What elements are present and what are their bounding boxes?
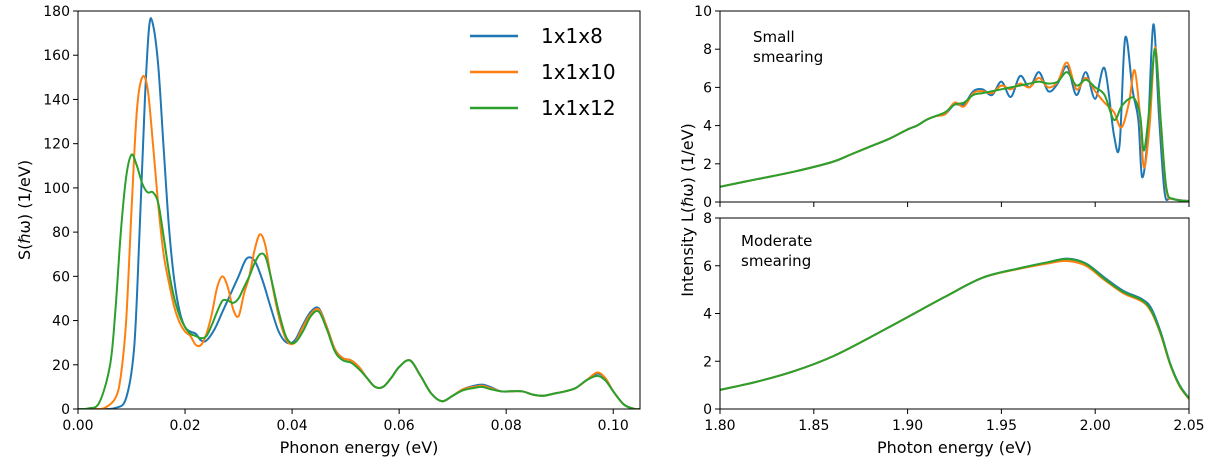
series-lines bbox=[720, 257, 1189, 400]
series-line-1x1x10 bbox=[720, 259, 1189, 400]
y-axis-label: S(ℏω) (1/eV) bbox=[15, 160, 34, 260]
small-smearing-panel: 0 2 4 6 8 10 Small smearing bbox=[694, 4, 1190, 211]
annotation-line: Small bbox=[753, 28, 795, 46]
y-tick-label: 6 bbox=[703, 80, 712, 96]
y-tick-label: 6 bbox=[703, 259, 712, 275]
phonon-spectral-panel: 0.00 0.02 0.04 0.06 0.08 0.10 0 20 40 60 80 100 120 1… bbox=[15, 4, 641, 457]
x-tick-label: 0.08 bbox=[491, 418, 522, 434]
series-line-1x1x8 bbox=[720, 257, 1189, 399]
series-line-1x1x10 bbox=[720, 46, 1189, 202]
x-axis-label: Phonon energy (eV) bbox=[280, 438, 439, 457]
y-tick-label: 4 bbox=[703, 119, 712, 135]
annotation-line: smearing bbox=[753, 48, 823, 66]
y-tick-label: 10 bbox=[694, 4, 712, 20]
axes-frame bbox=[719, 10, 1190, 203]
series-lines bbox=[78, 17, 640, 409]
series-line-1x1x12 bbox=[720, 258, 1189, 400]
x-tick-label: 1.90 bbox=[892, 418, 923, 434]
y-tick-label: 4 bbox=[703, 307, 712, 323]
panel-annotation: Moderate smearing bbox=[741, 232, 812, 270]
y-tick-label: 40 bbox=[52, 314, 70, 330]
y-tick-label: 2 bbox=[703, 157, 712, 173]
annotation-line: Moderate bbox=[741, 232, 812, 250]
y-tick-label: 140 bbox=[43, 92, 70, 108]
y-tick-label: 80 bbox=[52, 225, 70, 241]
x-tick-label: 1.85 bbox=[798, 418, 829, 434]
x-tick-label: 2.05 bbox=[1173, 418, 1204, 434]
y-tick-label: 8 bbox=[703, 42, 712, 58]
y-tick-label: 60 bbox=[52, 269, 70, 285]
y-tick-label: 180 bbox=[43, 4, 70, 20]
x-tick-label: 0.10 bbox=[598, 418, 629, 434]
y-tick-label: 2 bbox=[703, 354, 712, 370]
x-tick-label: 0.02 bbox=[169, 418, 200, 434]
x-tick-label: 0.00 bbox=[62, 418, 93, 434]
series-line-1x1x12 bbox=[720, 48, 1189, 202]
x-axis-label: Photon energy (eV) bbox=[877, 438, 1032, 457]
legend-label: 1x1x10 bbox=[541, 60, 616, 84]
y-tick-label: 120 bbox=[43, 137, 70, 153]
y-tick-label: 20 bbox=[52, 358, 70, 374]
x-tick-label: 1.95 bbox=[986, 418, 1017, 434]
series-line-1x1x12 bbox=[78, 153, 640, 409]
axes-frame bbox=[77, 10, 641, 410]
series-lines bbox=[720, 23, 1189, 202]
y-tick-label: 100 bbox=[43, 181, 70, 197]
legend-label: 1x1x12 bbox=[541, 96, 616, 120]
panel-annotation: Small smearing bbox=[753, 28, 823, 66]
x-tick-label: 0.04 bbox=[277, 418, 308, 434]
x-tick-label: 0.06 bbox=[384, 418, 415, 434]
legend-label: 1x1x8 bbox=[541, 24, 603, 48]
y-tick-label: 0 bbox=[61, 402, 70, 418]
y-tick-label: 8 bbox=[703, 211, 712, 227]
y-axis-label: Intensity L(ℏω) (1/eV) bbox=[678, 123, 697, 297]
y-tick-label: 0 bbox=[703, 402, 712, 418]
x-tick-label: 1.80 bbox=[704, 418, 735, 434]
y-tick-label: 160 bbox=[43, 48, 70, 64]
annotation-line: smearing bbox=[741, 252, 811, 270]
y-tick-label: 0 bbox=[703, 195, 712, 211]
x-tick-label: 2.00 bbox=[1080, 418, 1111, 434]
moderate-smearing-panel: 1.80 1.85 1.90 1.95 2.00 2.05 0 2 4 6 8 Photon ener… bbox=[678, 123, 1205, 457]
legend: 1x1x8 1x1x10 1x1x12 bbox=[470, 24, 616, 120]
